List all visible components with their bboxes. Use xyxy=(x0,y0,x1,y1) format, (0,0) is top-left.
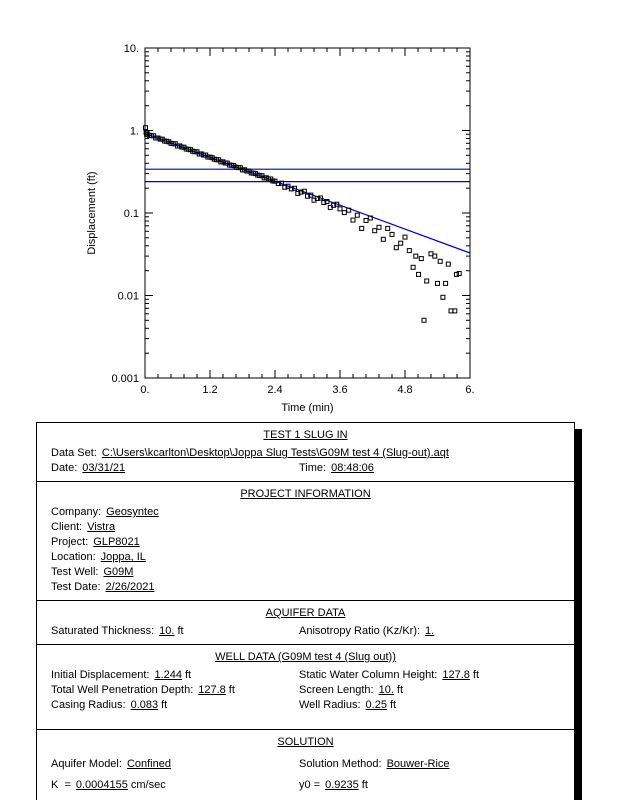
svg-text:0.001: 0.001 xyxy=(111,373,139,385)
aquifer-title: AQUIFER DATA xyxy=(265,607,346,619)
well-row-2: Total Well Penetration Depth: 127.8 ft Scr… xyxy=(37,683,574,698)
hydraulic-conductivity-field: K = 0.0004155 cm/sec xyxy=(51,779,166,791)
project-row-company: Company: Geosyntec xyxy=(51,506,159,518)
dataset-row: Data Set: C:\Users\kcarlton\Desktop\Joppa… xyxy=(37,446,574,461)
section-aquifer-data: AQUIFER DATA Saturated Thickness: 10. ft A… xyxy=(37,600,574,644)
well-data-title: WELL DATA (G09M test 4 (Slug out)) xyxy=(215,651,396,663)
solution-title: SOLUTION xyxy=(277,736,334,748)
solution-row-1: Aquifer Model: Confined Solution Method: B… xyxy=(37,757,574,772)
svg-text:6.: 6. xyxy=(465,384,474,396)
well-row-1: Initial Displacement: 1.244 ft Static Wate… xyxy=(37,668,574,683)
svg-text:1.2: 1.2 xyxy=(202,384,217,396)
project-row-test-well: Test Well: G09M xyxy=(51,566,134,578)
svg-text:4.8: 4.8 xyxy=(397,384,412,396)
svg-text:2.4: 2.4 xyxy=(267,384,282,396)
svg-text:0.: 0. xyxy=(140,384,149,396)
casing-radius-field: Casing Radius: 0.083 ft xyxy=(51,699,168,711)
solution-row-2: K = 0.0004155 cm/sec y0 = 0.9235 ft xyxy=(37,778,574,793)
date-field: Date: 03/31/21 xyxy=(51,462,126,474)
aquifer-model-field: Aquifer Model: Confined xyxy=(51,758,171,770)
project-row-client: Client: Vistra xyxy=(51,521,116,533)
anisotropy-ratio-field: Anisotropy Ratio (Kz/Kr): 1. xyxy=(299,625,435,637)
report-box: TEST 1 SLUG IN Data Set: C:\Users\kcarlto… xyxy=(36,422,575,800)
screen-length-field: Screen Length: 10. ft xyxy=(299,684,404,696)
section-test-header: TEST 1 SLUG IN Data Set: C:\Users\kcarlto… xyxy=(37,423,574,481)
total-well-penetration-depth-field: Total Well Penetration Depth: 127.8 ft xyxy=(51,684,235,696)
project-row-project: Project: GLP8021 xyxy=(51,536,140,548)
aquifer-row: Saturated Thickness: 10. ft Anisotropy Rat… xyxy=(37,624,574,639)
solution-method-field: Solution Method: Bouwer-Rice xyxy=(299,758,450,770)
y0-field: y0 = 0.9235 ft xyxy=(299,779,368,791)
dataset-label: Data Set: xyxy=(51,447,97,459)
project-title: PROJECT INFORMATION xyxy=(240,488,371,500)
svg-text:0.1: 0.1 xyxy=(124,208,139,220)
well-row-3: Casing Radius: 0.083 ft Well Radius: 0.25 ft xyxy=(37,698,574,713)
svg-text:3.6: 3.6 xyxy=(332,384,347,396)
initial-displacement-field: Initial Displacement: 1.244 ft xyxy=(51,669,192,681)
section-well-data: WELL DATA (G09M test 4 (Slug out)) Initi… xyxy=(37,644,574,729)
dataset-path: C:\Users\kcarlton\Desktop\Joppa Slug Tes… xyxy=(101,447,449,459)
project-row-location: Location: Joppa, IL xyxy=(51,551,146,563)
svg-text:1.: 1. xyxy=(130,126,139,138)
project-row-test-date: Test Date: 2/26/2021 xyxy=(51,581,155,593)
svg-text:0.01: 0.01 xyxy=(118,291,139,303)
svg-text:10.: 10. xyxy=(124,43,139,55)
test-title: TEST 1 SLUG IN xyxy=(263,429,348,441)
well-radius-field: Well Radius: 0.25 ft xyxy=(299,699,397,711)
time-field: Time: 08:48:06 xyxy=(299,462,374,474)
svg-text:Displacement (ft): Displacement (ft) xyxy=(86,171,98,254)
svg-text:Time (min): Time (min) xyxy=(281,402,333,414)
date-time-row: Date: 03/31/21 Time: 08:48:06 xyxy=(37,461,574,476)
slug-test-semilog-chart: 0. 1.2 2.4 3.6 4.8 6. 10. 1. 0.1 0.01 0.001 Time (m… xyxy=(86,43,475,414)
saturated-thickness-field: Saturated Thickness: 10. ft xyxy=(51,625,184,637)
section-solution: SOLUTION Aquifer Model: Confined Solution… xyxy=(37,729,574,800)
section-project-information: PROJECT INFORMATION Company: Geosyntec Cl… xyxy=(37,481,574,600)
static-water-column-height-field: Static Water Column Height: 127.8 ft xyxy=(299,669,480,681)
